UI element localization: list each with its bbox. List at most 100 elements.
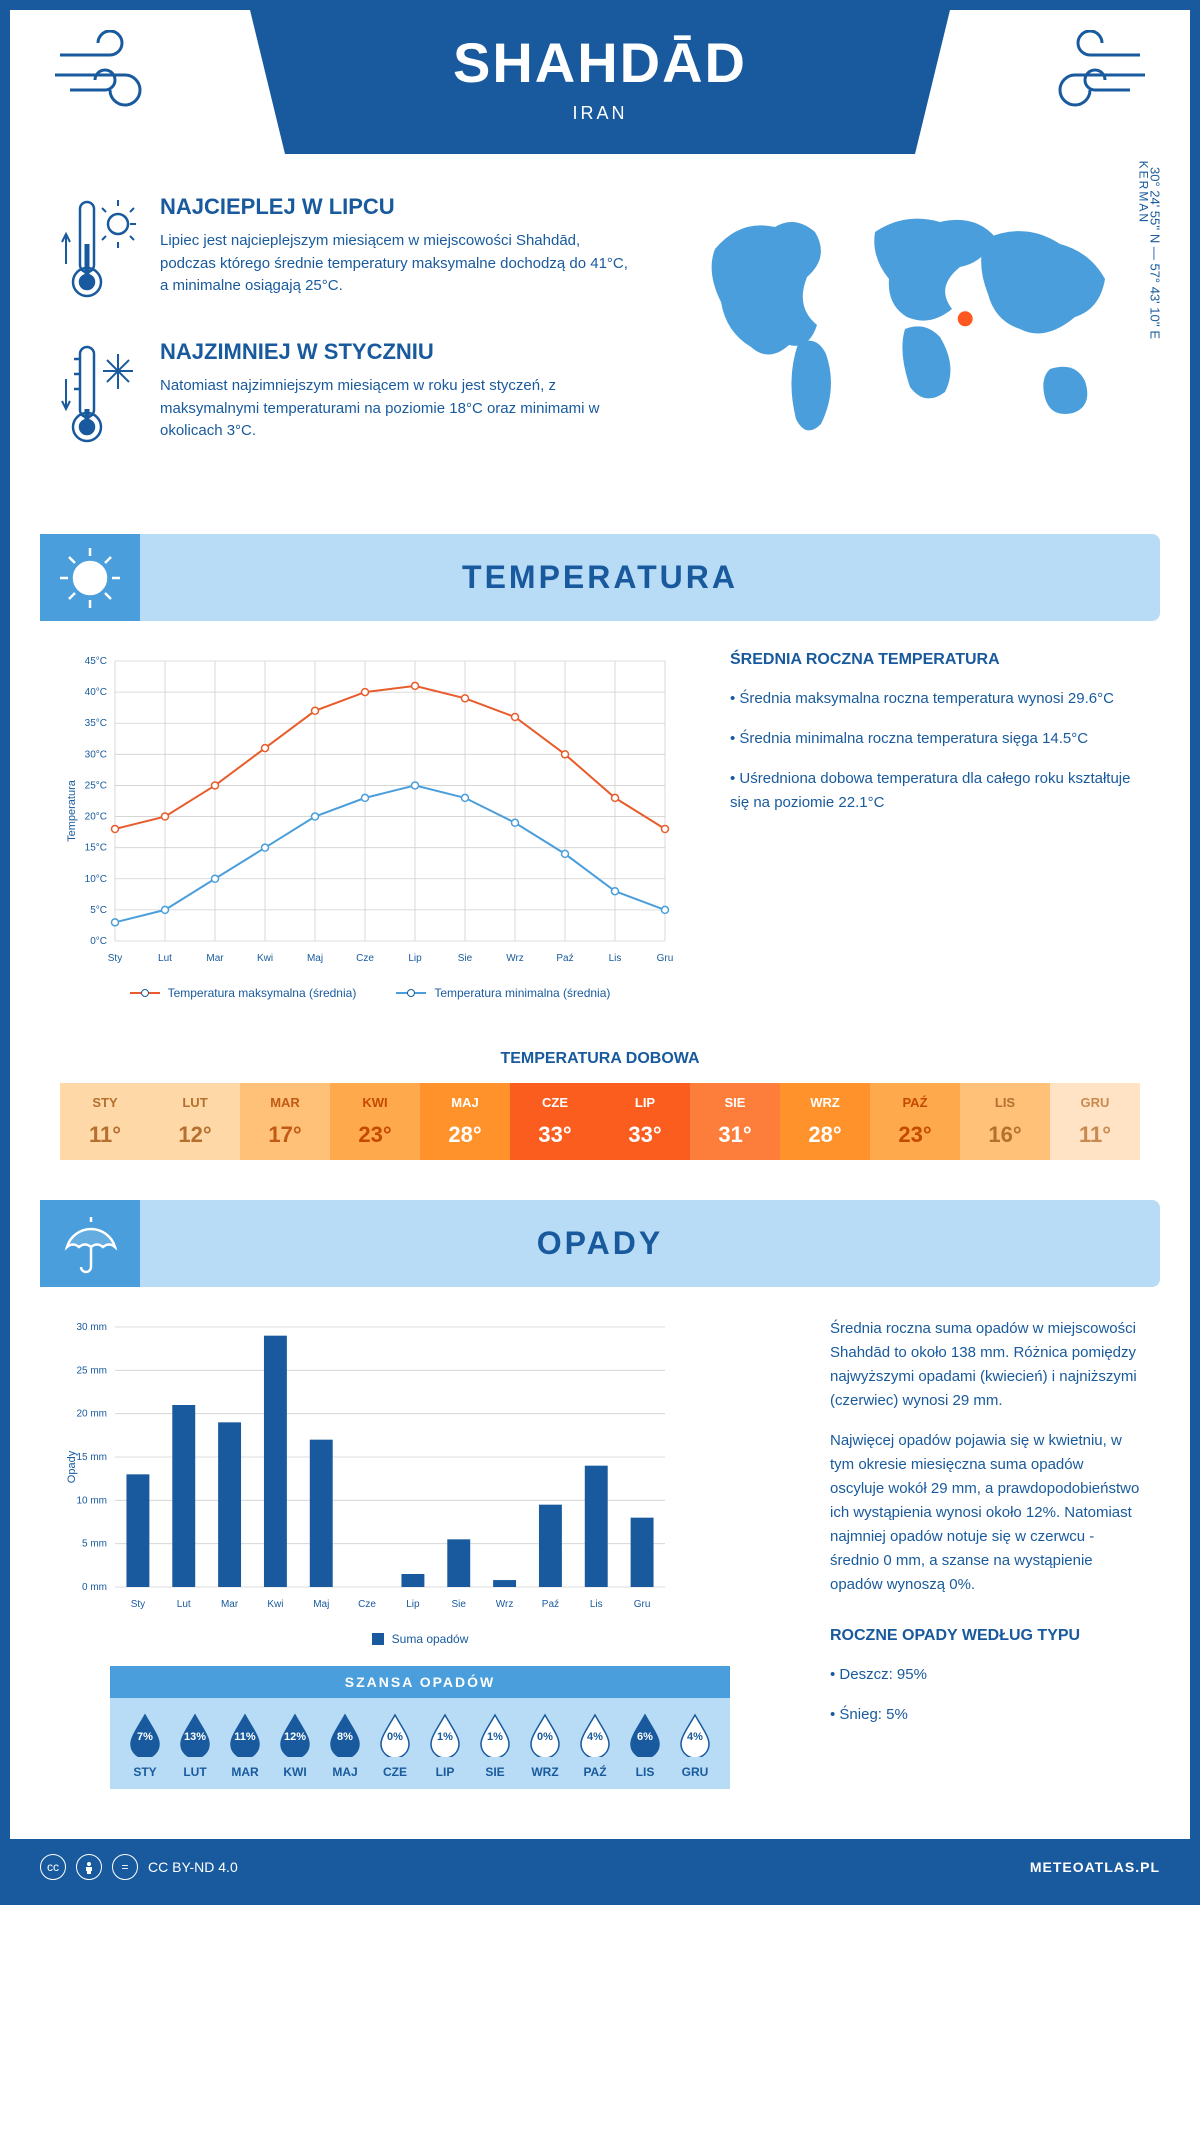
daily-temp-title: TEMPERATURA DOBOWA (10, 1050, 1190, 1068)
thermometer-hot-icon (60, 194, 140, 309)
svg-text:Kwi: Kwi (257, 953, 273, 964)
daily-cell: PAŹ 23° (870, 1083, 960, 1160)
svg-text:30 mm: 30 mm (76, 1322, 107, 1333)
svg-text:30°C: 30°C (85, 749, 107, 760)
svg-text:Wrz: Wrz (506, 953, 524, 964)
site-name: METEOATLAS.PL (1030, 1859, 1160, 1875)
chance-cell: 1% SIE (470, 1713, 520, 1779)
temp-section-title: TEMPERATURA (40, 559, 1160, 596)
svg-text:Maj: Maj (307, 953, 323, 964)
temp-info-title: ŚREDNIA ROCZNA TEMPERATURA (730, 651, 1140, 669)
svg-text:Sty: Sty (131, 1599, 145, 1610)
temperature-line-chart: 0°C 5°C 10°C 15°C 20°C 25°C 30°C 35°C 40°C 45°C St… (60, 651, 680, 971)
svg-text:Lis: Lis (609, 953, 622, 964)
daily-cell: WRZ 28° (780, 1083, 870, 1160)
svg-text:Sie: Sie (452, 1599, 467, 1610)
daily-cell: LUT 12° (150, 1083, 240, 1160)
daily-temp-table: STY 11° LUT 12° MAR 17° KWI 23° MAJ 28° … (60, 1083, 1140, 1160)
svg-text:Paź: Paź (556, 953, 573, 964)
precip-section-head: OPADY (40, 1200, 1160, 1287)
hot-text: Lipiec jest najcieplejszym miesiącem w m… (160, 230, 640, 298)
daily-cell: KWI 23° (330, 1083, 420, 1160)
daily-cell: MAR 17° (240, 1083, 330, 1160)
chance-row: 7% STY 13% LUT 11% MAR 12% KWI 8% MAJ 0% (110, 1698, 730, 1789)
daily-cell: MAJ 28° (420, 1083, 510, 1160)
svg-text:Maj: Maj (313, 1599, 329, 1610)
region-label: KERMAN (1136, 161, 1150, 224)
svg-text:0°C: 0°C (90, 936, 107, 947)
svg-text:Lut: Lut (158, 953, 172, 964)
footer: cc = CC BY-ND 4.0 METEOATLAS.PL (10, 1839, 1190, 1895)
chance-title: SZANSA OPADÓW (110, 1666, 730, 1698)
chance-cell: 4% GRU (670, 1713, 720, 1779)
svg-text:Mar: Mar (221, 1599, 239, 1610)
nd-icon: = (112, 1854, 138, 1880)
chance-cell: 6% LIS (620, 1713, 670, 1779)
daily-cell: GRU 11° (1050, 1083, 1140, 1160)
chance-cell: 11% MAR (220, 1713, 270, 1779)
daily-cell: STY 11° (60, 1083, 150, 1160)
svg-text:15°C: 15°C (85, 843, 107, 854)
svg-text:20 mm: 20 mm (76, 1409, 107, 1420)
cold-block: NAJZIMNIEJ W STYCZNIU Natomiast najzimni… (60, 339, 640, 454)
precip-legend: Suma opadów (60, 1632, 780, 1646)
svg-text:Lip: Lip (408, 953, 422, 964)
temp-bullet: • Średnia maksymalna roczna temperatura … (730, 687, 1140, 711)
cc-icon: cc (40, 1854, 66, 1880)
precip-type: • Deszcz: 95% (830, 1663, 1140, 1687)
precip-section-title: OPADY (40, 1225, 1160, 1262)
svg-text:10°C: 10°C (85, 874, 107, 885)
wind-icon (50, 30, 170, 124)
hot-block: NAJCIEPLEJ W LIPCU Lipiec jest najcieple… (60, 194, 640, 309)
svg-text:5 mm: 5 mm (82, 1539, 107, 1550)
svg-text:Kwi: Kwi (267, 1599, 283, 1610)
thermometer-cold-icon (60, 339, 140, 454)
svg-text:Wrz: Wrz (496, 1599, 514, 1610)
svg-text:25 mm: 25 mm (76, 1365, 107, 1376)
svg-text:Sty: Sty (108, 953, 122, 964)
svg-text:Mar: Mar (206, 953, 224, 964)
svg-text:0 mm: 0 mm (82, 1582, 107, 1593)
world-map (680, 194, 1140, 454)
chance-cell: 0% WRZ (520, 1713, 570, 1779)
chance-cell: 1% LIP (420, 1713, 470, 1779)
svg-text:Sie: Sie (458, 953, 473, 964)
city-title: SHAHDĀD (250, 30, 950, 95)
by-icon (76, 1854, 102, 1880)
svg-text:35°C: 35°C (85, 718, 107, 729)
sun-icon (40, 534, 140, 621)
svg-text:40°C: 40°C (85, 687, 107, 698)
svg-text:Cze: Cze (358, 1599, 376, 1610)
svg-text:Lis: Lis (590, 1599, 603, 1610)
chance-cell: 4% PAŹ (570, 1713, 620, 1779)
svg-text:Cze: Cze (356, 953, 374, 964)
license-text: CC BY-ND 4.0 (148, 1859, 238, 1875)
svg-text:25°C: 25°C (85, 780, 107, 791)
daily-cell: SIE 31° (690, 1083, 780, 1160)
chance-cell: 13% LUT (170, 1713, 220, 1779)
svg-text:45°C: 45°C (85, 656, 107, 667)
temperature-section-head: TEMPERATURA (40, 534, 1160, 621)
temp-legend: Temperatura maksymalna (średnia) Tempera… (60, 986, 680, 1000)
svg-text:Gru: Gru (634, 1599, 651, 1610)
wind-icon (1030, 30, 1150, 124)
hot-title: NAJCIEPLEJ W LIPCU (160, 194, 640, 220)
svg-text:Lip: Lip (406, 1599, 420, 1610)
daily-cell: LIS 16° (960, 1083, 1050, 1160)
svg-text:Temperatura: Temperatura (66, 779, 78, 842)
svg-text:5°C: 5°C (90, 905, 107, 916)
svg-text:10 mm: 10 mm (76, 1495, 107, 1506)
chance-cell: 8% MAJ (320, 1713, 370, 1779)
cold-text: Natomiast najzimniejszym miesiącem w rok… (160, 375, 640, 443)
chance-cell: 12% KWI (270, 1713, 320, 1779)
precip-p2: Najwięcej opadów pojawia się w kwietniu,… (830, 1429, 1140, 1597)
header: SHAHDĀD IRAN (250, 10, 950, 154)
temp-bullet: • Uśredniona dobowa temperatura dla całe… (730, 767, 1140, 815)
svg-text:15 mm: 15 mm (76, 1452, 107, 1463)
country-subtitle: IRAN (250, 103, 950, 124)
daily-cell: LIP 33° (600, 1083, 690, 1160)
svg-text:20°C: 20°C (85, 812, 107, 823)
cold-title: NAJZIMNIEJ W STYCZNIU (160, 339, 640, 365)
chance-cell: 0% CZE (370, 1713, 420, 1779)
precip-type-title: ROCZNE OPADY WEDŁUG TYPU (830, 1627, 1140, 1645)
